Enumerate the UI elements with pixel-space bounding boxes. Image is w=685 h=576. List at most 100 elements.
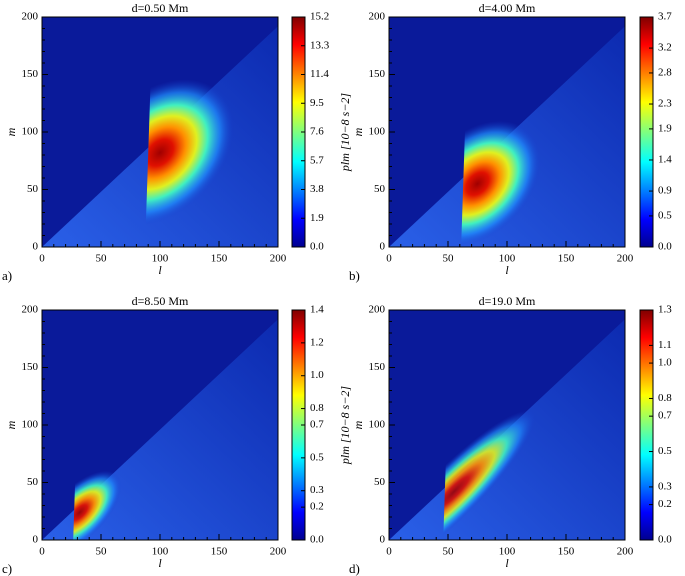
colorbar-tick-label: 1.4 [658, 154, 672, 166]
colorbar-tick-label: 0.7 [658, 410, 672, 422]
colorbar-tick-label: 0.5 [658, 445, 672, 457]
colorbar-tick-label: 15.2 [310, 11, 329, 23]
x-tick-label: 100 [152, 546, 169, 558]
y-tick-label: 150 [369, 68, 386, 80]
x-tick-label: 150 [558, 546, 575, 558]
x-tick-label: 0 [39, 253, 45, 265]
wedge [42, 319, 278, 540]
y-tick-label: 50 [374, 476, 386, 488]
title: d=19.0 Mm [479, 294, 536, 308]
heatmap [389, 17, 625, 247]
y-tick-label: 0 [380, 534, 386, 546]
title: d=4.00 Mm [479, 1, 536, 15]
x-tick-label: 200 [617, 546, 634, 558]
panel-label: d) [349, 561, 360, 576]
y-tick-label: 50 [27, 476, 39, 488]
colorbar-tick-label: 3.8 [310, 183, 324, 195]
x-label: l [505, 263, 509, 277]
colorbar-tick-label: 5.7 [310, 154, 324, 166]
colorbar-tick-label: 0.2 [658, 498, 672, 510]
x-label: l [158, 263, 162, 277]
colorbar-label: plm [10−8 s−2] [338, 93, 352, 173]
x-tick-label: 50 [96, 546, 108, 558]
y-tick-label: 200 [22, 11, 39, 23]
panel-label: b) [349, 268, 360, 283]
colorbar-tick-label: 0.7 [310, 419, 324, 431]
heatmap [42, 17, 278, 247]
x-tick-label: 0 [386, 546, 392, 558]
colorbar-tick-label: 11.4 [310, 68, 329, 80]
colorbar-tick-label: 0.0 [658, 241, 672, 253]
colorbar-tick-label: 0.0 [310, 534, 324, 546]
colorbar-tick-label: 0.5 [658, 209, 672, 221]
colorbar-tick-label: 0.3 [658, 480, 672, 492]
colorbar-tick-label: 0.0 [310, 241, 324, 253]
colorbar-tick-label: 0.8 [658, 392, 672, 404]
panel-label: a) [2, 268, 12, 283]
y-tick-label: 150 [22, 68, 39, 80]
y-tick-label: 100 [22, 126, 39, 138]
y-label: m [4, 420, 18, 429]
x-tick-label: 50 [443, 253, 455, 265]
colorbar-tick-label: 2.8 [658, 66, 672, 78]
colorbar-tick-label: 1.4 [310, 304, 324, 316]
x-tick-label: 100 [152, 253, 169, 265]
colorbar-tick-label: 1.3 [658, 304, 672, 316]
colorbar-tick-label: 0.9 [658, 185, 672, 197]
y-tick-label: 0 [33, 241, 39, 253]
x-tick-label: 0 [386, 253, 392, 265]
colorbar-tick-label: 0.8 [310, 402, 324, 414]
x-tick-label: 0 [39, 546, 45, 558]
panel-label: c) [2, 561, 12, 576]
colorbar-tick-label: 2.3 [658, 98, 672, 110]
colorbar-tick-label: 1.1 [658, 339, 672, 351]
y-tick-label: 200 [22, 304, 39, 316]
y-tick-label: 100 [369, 126, 386, 138]
colorbar-tick-label: 0.5 [310, 451, 324, 463]
colorbar-tick-label: 1.2 [310, 336, 324, 348]
y-tick-label: 100 [369, 419, 386, 431]
y-tick-label: 150 [22, 361, 39, 373]
colorbar-label: plm [10−8 s−2] [338, 386, 352, 466]
x-tick-label: 150 [211, 253, 228, 265]
colorbar-tick-label: 1.0 [310, 369, 324, 381]
colorbar-tick-label: 3.2 [658, 42, 672, 54]
colorbar-tick-label: 0.0 [658, 534, 672, 546]
x-tick-label: 150 [558, 253, 575, 265]
y-tick-label: 0 [33, 534, 39, 546]
colorbar [639, 16, 654, 248]
x-tick-label: 100 [499, 253, 516, 265]
colorbar-tick-label: 1.9 [658, 122, 672, 134]
y-tick-label: 200 [369, 304, 386, 316]
colorbar-tick-label: 13.3 [310, 39, 330, 51]
colorbar-tick-label: 1.0 [658, 357, 672, 369]
colorbar-tick-label: 0.2 [310, 501, 324, 513]
y-label: m [4, 127, 18, 136]
x-tick-label: 50 [96, 253, 108, 265]
x-tick-label: 100 [499, 546, 516, 558]
y-tick-label: 100 [22, 419, 39, 431]
y-tick-label: 50 [374, 183, 386, 195]
colorbar-tick-label: 3.7 [658, 11, 672, 23]
colorbar-tick-label: 1.9 [310, 212, 324, 224]
colorbar-tick-label: 0.3 [310, 484, 324, 496]
heatmap [389, 310, 625, 540]
title: d=0.50 Mm [132, 1, 189, 15]
x-tick-label: 200 [270, 546, 287, 558]
colorbar-tick-label: 9.5 [310, 97, 324, 109]
heatmap [42, 310, 278, 540]
x-label: l [158, 556, 162, 570]
title: d=8.50 Mm [132, 294, 189, 308]
y-label: m [351, 127, 365, 136]
x-tick-label: 200 [270, 253, 287, 265]
x-label: l [505, 556, 509, 570]
colorbar-tick-label: 7.6 [310, 126, 324, 138]
y-tick-label: 0 [380, 241, 386, 253]
colorbar [639, 309, 654, 541]
y-tick-label: 150 [369, 361, 386, 373]
x-tick-label: 200 [617, 253, 634, 265]
y-tick-label: 50 [27, 183, 39, 195]
x-tick-label: 50 [443, 546, 455, 558]
x-tick-label: 150 [211, 546, 228, 558]
